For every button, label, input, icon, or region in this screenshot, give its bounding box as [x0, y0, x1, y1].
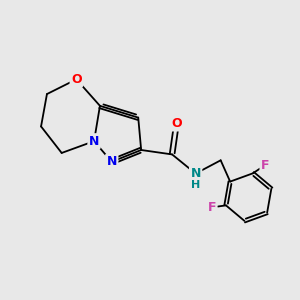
Text: O: O — [71, 73, 82, 86]
Text: F: F — [208, 201, 216, 214]
Text: H: H — [191, 180, 200, 190]
Text: N: N — [106, 155, 117, 168]
Text: O: O — [171, 117, 182, 130]
Text: F: F — [261, 159, 269, 172]
Text: N: N — [190, 167, 201, 180]
Text: N: N — [89, 135, 99, 148]
